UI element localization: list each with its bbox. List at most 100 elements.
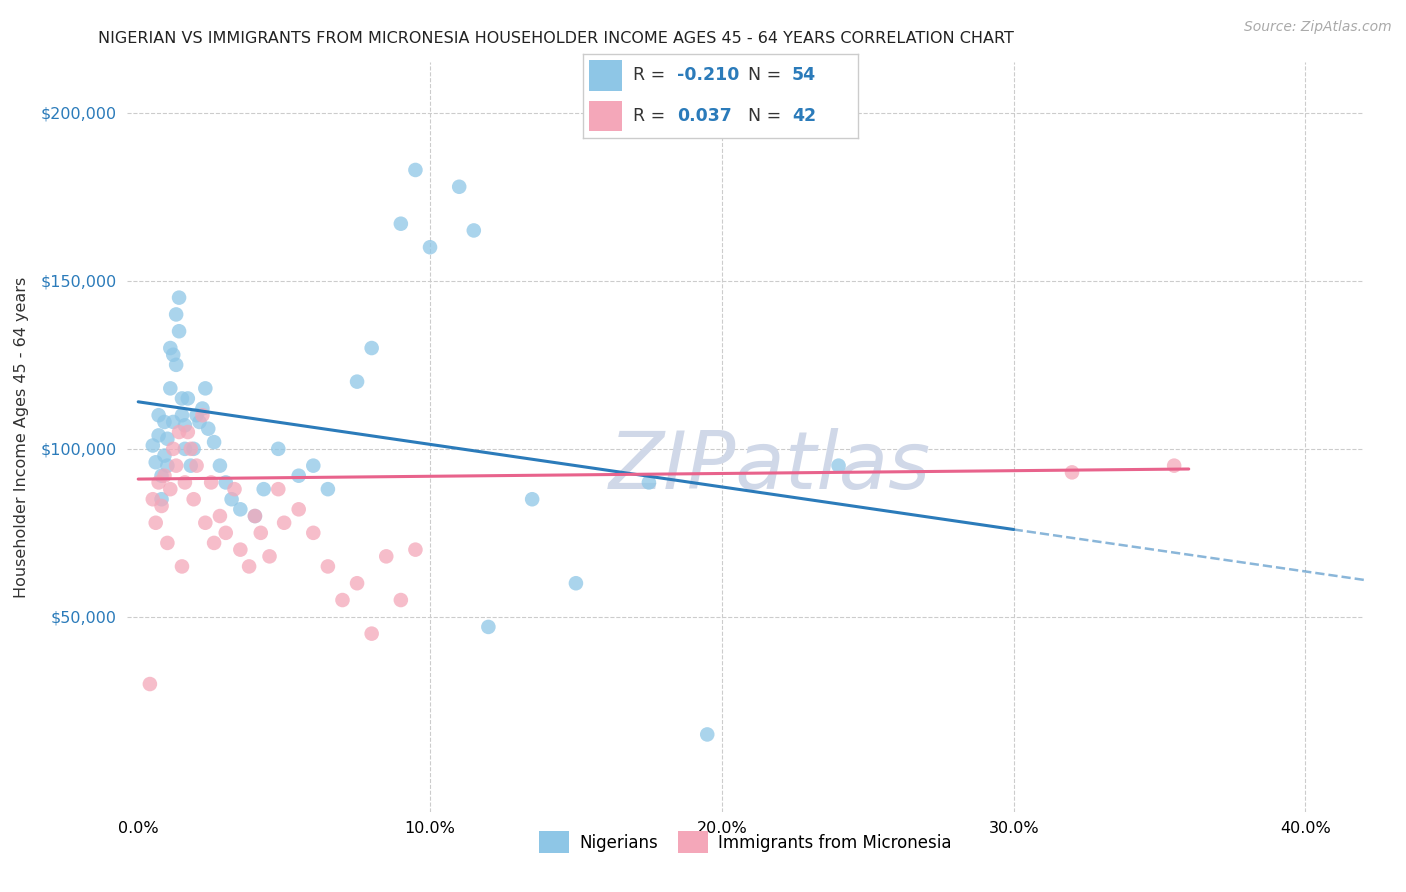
Point <box>177 392 200 406</box>
Point <box>267 442 290 456</box>
Point <box>238 559 260 574</box>
Text: 54: 54 <box>792 66 815 84</box>
Point <box>165 308 187 322</box>
Point <box>273 516 295 530</box>
Text: 42: 42 <box>792 107 815 125</box>
Point <box>159 341 181 355</box>
Point <box>449 179 471 194</box>
Point <box>259 549 281 564</box>
Point <box>404 163 426 178</box>
Point <box>174 475 197 490</box>
Text: ZIPatlas: ZIPatlas <box>609 428 931 506</box>
Point <box>183 492 205 507</box>
Point <box>243 509 266 524</box>
Text: R =: R = <box>633 66 671 84</box>
Point <box>287 468 309 483</box>
Point <box>148 409 170 423</box>
Point <box>153 415 176 429</box>
Point <box>180 442 202 456</box>
Point <box>267 482 290 496</box>
Point <box>827 458 849 473</box>
Point <box>150 468 173 483</box>
Point <box>186 458 208 473</box>
Point <box>332 593 354 607</box>
Point <box>215 475 238 490</box>
Point <box>142 438 165 452</box>
Point <box>162 442 184 456</box>
Point <box>180 458 202 473</box>
Bar <box>589 101 621 131</box>
Point <box>1060 466 1083 480</box>
Point <box>170 409 193 423</box>
Point <box>404 542 426 557</box>
Text: Source: ZipAtlas.com: Source: ZipAtlas.com <box>1244 20 1392 34</box>
Point <box>1163 458 1185 473</box>
Point <box>316 482 339 496</box>
Bar <box>589 61 621 91</box>
Point <box>202 536 225 550</box>
Point <box>200 475 222 490</box>
Point <box>229 542 252 557</box>
Text: NIGERIAN VS IMMIGRANTS FROM MICRONESIA HOUSEHOLDER INCOME AGES 45 - 64 YEARS COR: NIGERIAN VS IMMIGRANTS FROM MICRONESIA H… <box>98 31 1014 46</box>
Point <box>145 455 167 469</box>
Point <box>167 291 190 305</box>
Text: N =: N = <box>748 107 787 125</box>
Point <box>156 458 179 473</box>
Point <box>224 482 246 496</box>
Point <box>208 509 231 524</box>
Point <box>159 482 181 496</box>
Point <box>188 415 211 429</box>
Point <box>302 525 325 540</box>
Point <box>153 449 176 463</box>
Point <box>316 559 339 574</box>
Point <box>197 422 219 436</box>
Point <box>170 559 193 574</box>
Point <box>419 240 441 254</box>
Point <box>162 348 184 362</box>
Point <box>253 482 276 496</box>
Point <box>150 492 173 507</box>
Point <box>302 458 325 473</box>
Point <box>174 418 197 433</box>
Point <box>243 509 266 524</box>
Point <box>156 536 179 550</box>
Point <box>165 458 187 473</box>
Point <box>249 525 271 540</box>
Point <box>229 502 252 516</box>
Point <box>194 516 217 530</box>
Point <box>150 499 173 513</box>
Point <box>202 435 225 450</box>
Legend: Nigerians, Immigrants from Micronesia: Nigerians, Immigrants from Micronesia <box>533 825 957 860</box>
Point <box>177 425 200 439</box>
Point <box>696 727 718 741</box>
Text: N =: N = <box>748 66 787 84</box>
Point <box>194 381 217 395</box>
Point <box>167 324 190 338</box>
Point <box>346 375 368 389</box>
Y-axis label: Householder Income Ages 45 - 64 years: Householder Income Ages 45 - 64 years <box>14 277 30 598</box>
Point <box>165 358 187 372</box>
Point <box>215 525 238 540</box>
Point <box>287 502 309 516</box>
Point <box>565 576 588 591</box>
Point <box>360 341 382 355</box>
Point <box>638 475 661 490</box>
Point <box>156 432 179 446</box>
Point <box>170 392 193 406</box>
Point <box>191 409 214 423</box>
Point <box>360 626 382 640</box>
Point <box>389 593 412 607</box>
Point <box>208 458 231 473</box>
Point <box>139 677 162 691</box>
Point <box>186 409 208 423</box>
Point <box>153 468 176 483</box>
Point <box>148 428 170 442</box>
Point <box>375 549 398 564</box>
Text: -0.210: -0.210 <box>676 66 740 84</box>
Point <box>183 442 205 456</box>
Point <box>145 516 167 530</box>
Point <box>520 492 543 507</box>
Point <box>389 217 412 231</box>
Point <box>346 576 368 591</box>
Text: 0.037: 0.037 <box>676 107 731 125</box>
